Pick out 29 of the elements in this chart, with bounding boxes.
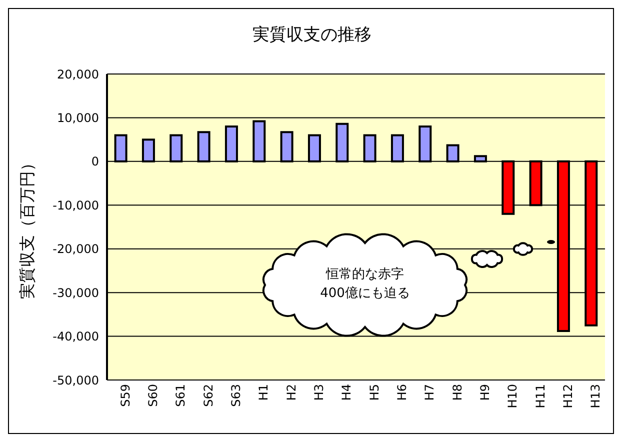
y-axis-title: 実質収支（百万円） [18, 155, 37, 299]
y-tick-label: -40,000 [52, 330, 99, 344]
x-tick-label: H13 [588, 384, 603, 408]
x-tick-label: H2 [284, 384, 298, 401]
x-tick-label: H4 [340, 384, 354, 401]
y-tick-label: -20,000 [52, 242, 99, 256]
x-tick-label: H7 [422, 384, 437, 401]
x-tick-label: S59 [118, 384, 132, 407]
chart-title: 実質収支の推移 [252, 24, 372, 46]
x-tick-label: S61 [174, 384, 188, 407]
y-tick-label: -30,000 [52, 286, 99, 300]
x-tick-label: H9 [478, 384, 492, 401]
y-tick-label: 10,000 [57, 110, 99, 125]
y-tick-label: 20,000 [57, 67, 99, 82]
x-tick-label: H11 [533, 384, 548, 408]
y-tick-label: 0 [91, 154, 99, 169]
x-tick-label: S62 [201, 384, 216, 407]
y-tick-label: -50,000 [52, 373, 99, 388]
x-tick-label: H5 [367, 384, 382, 401]
x-tick-label: S63 [229, 384, 244, 407]
x-tick-label: H3 [312, 384, 326, 401]
x-tick-label: H1 [256, 384, 271, 401]
x-tick-label: H6 [395, 384, 410, 401]
annotation: 恒常的な赤字 400億にも迫る [319, 266, 411, 303]
x-tick-label: H12 [561, 384, 576, 408]
x-tick-label: H8 [450, 384, 464, 401]
x-tick-label: H10 [506, 384, 520, 408]
x-tick-label: S60 [146, 384, 160, 407]
y-tick-label: -10,000 [52, 198, 99, 212]
